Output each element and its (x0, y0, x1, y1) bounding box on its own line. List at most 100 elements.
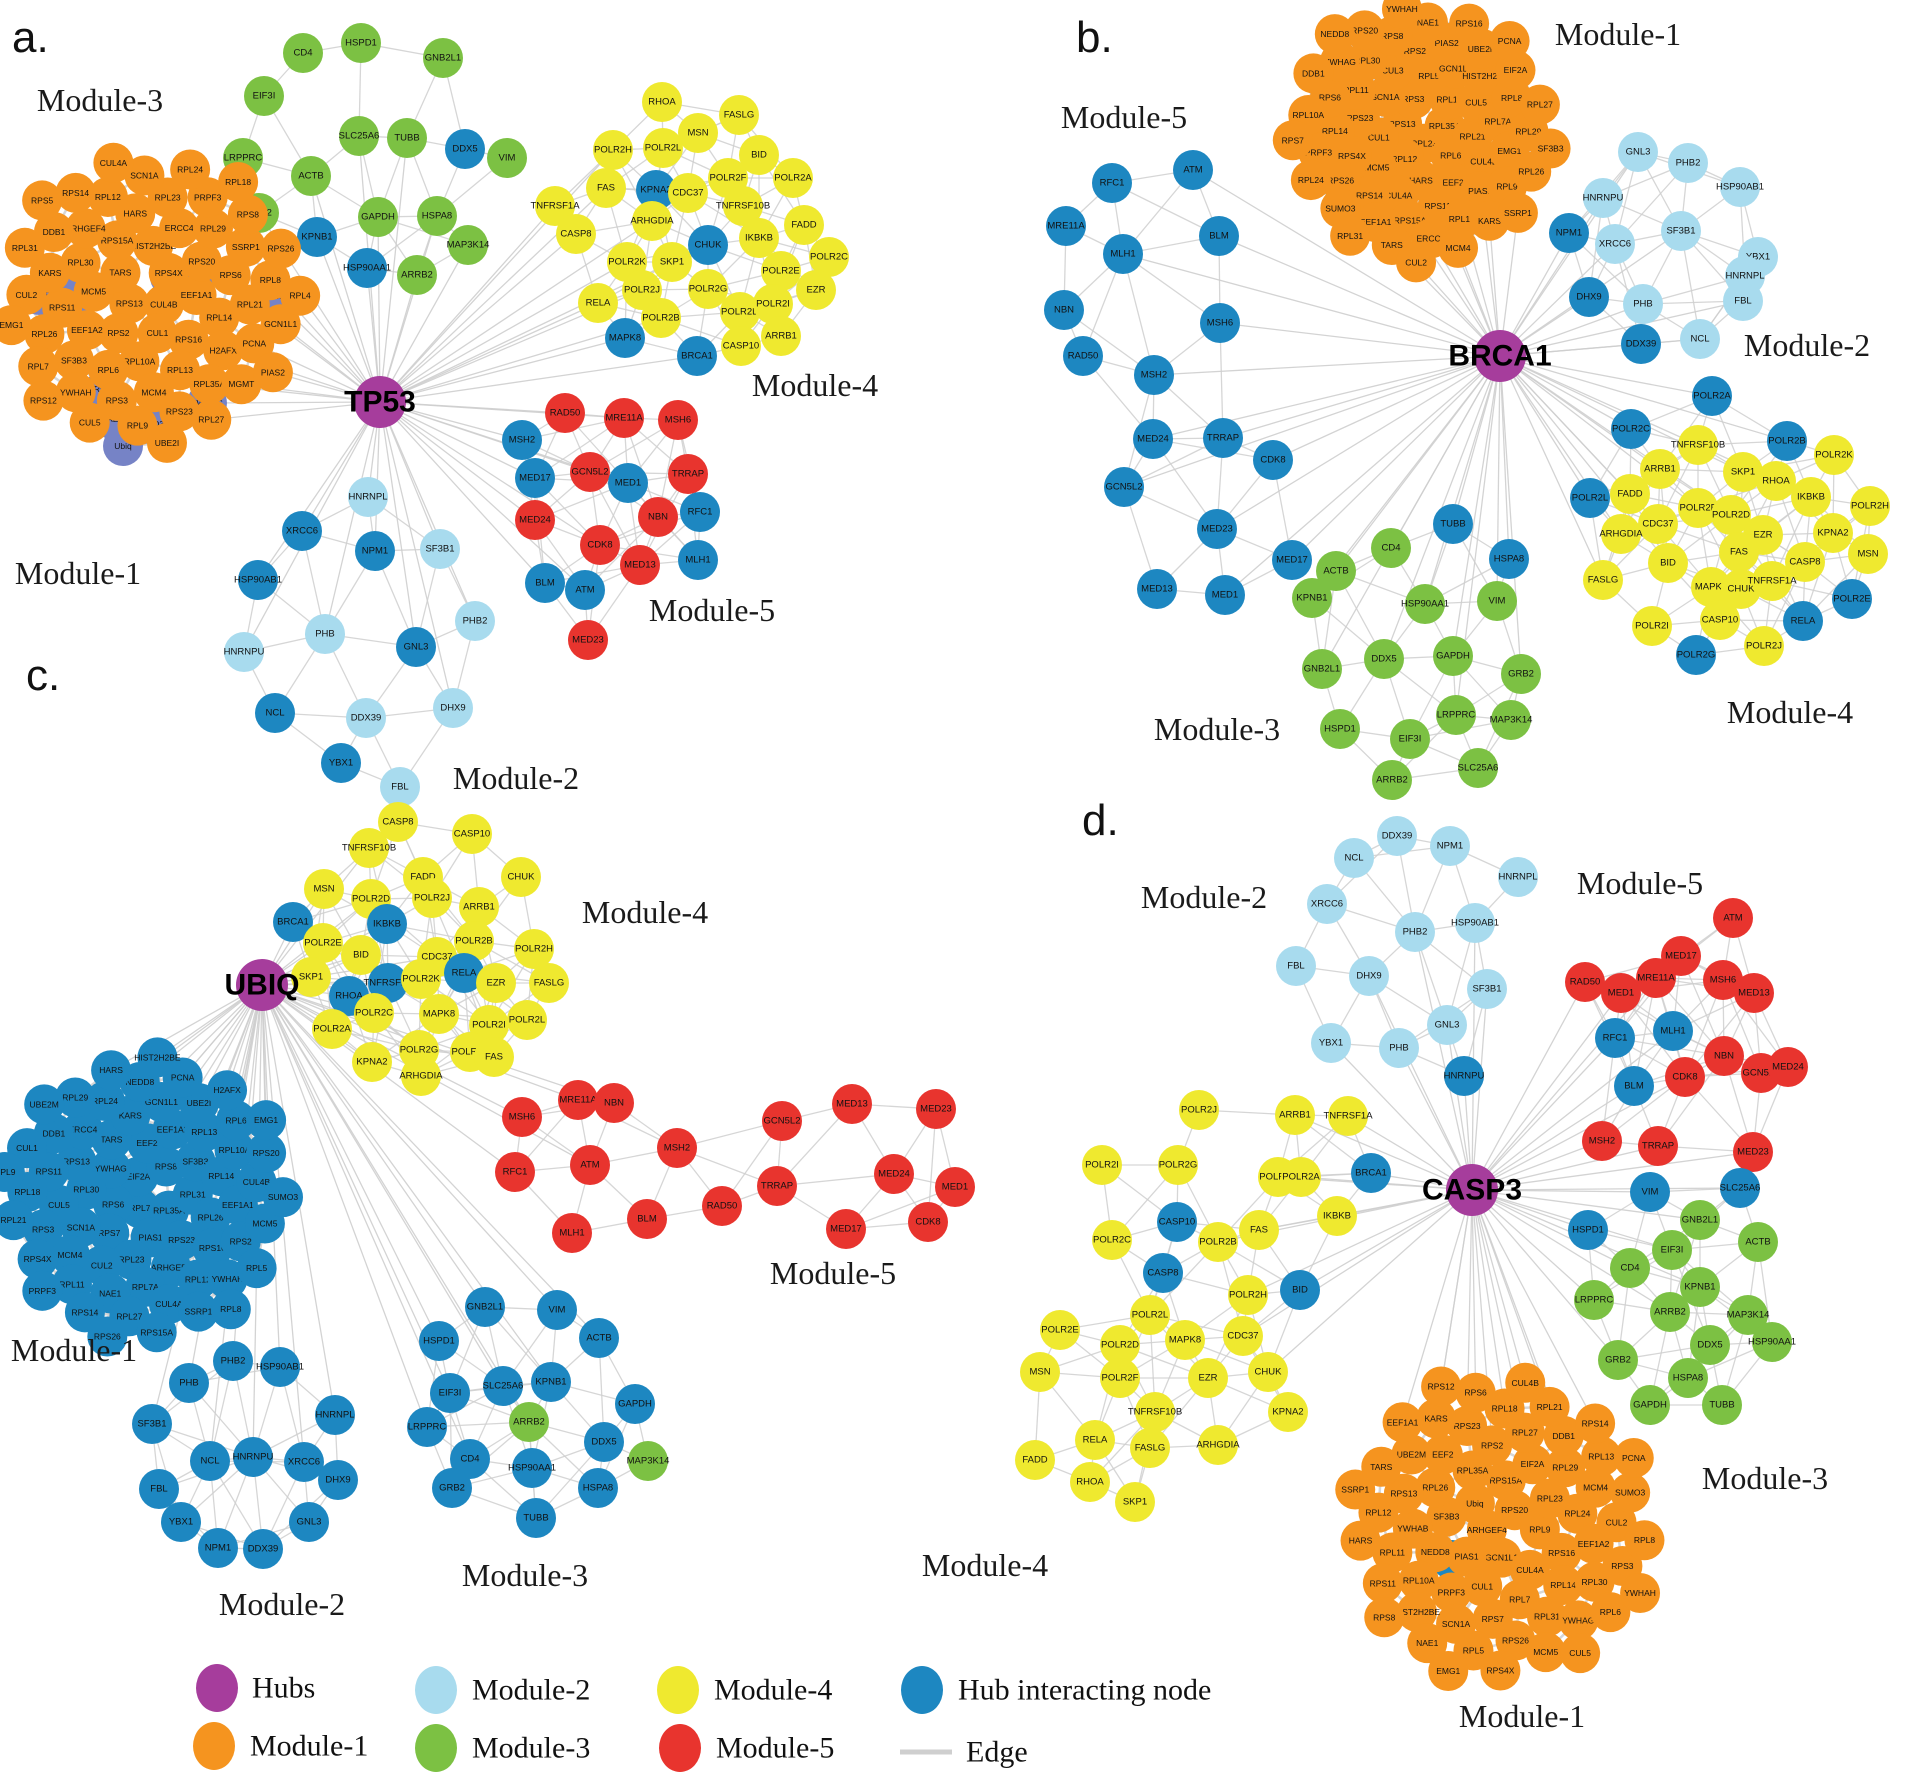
node-CHUK[interactable] (1248, 1352, 1288, 1392)
node-RPL27[interactable] (191, 399, 232, 440)
node-HSP90AB1[interactable] (260, 1347, 300, 1387)
node-TRRAP[interactable] (1203, 418, 1243, 458)
node-HSP90AA1[interactable] (512, 1448, 552, 1488)
node-UBE2M[interactable] (1391, 1434, 1432, 1475)
node-HSP90AA1[interactable] (347, 248, 387, 288)
node-CD4[interactable] (450, 1439, 490, 1479)
node-RPL14[interactable] (1543, 1564, 1584, 1605)
node-CDK8[interactable] (908, 1202, 948, 1242)
node-PHB2[interactable] (1668, 143, 1708, 183)
node-POLR2I[interactable] (753, 284, 793, 324)
node-RPL30[interactable] (60, 242, 101, 283)
node-GAPDH[interactable] (1433, 636, 1473, 676)
node-GCN5L2[interactable] (762, 1101, 802, 1141)
node-KPNA2[interactable] (1268, 1392, 1308, 1432)
node-FAS[interactable] (1719, 532, 1759, 572)
node-CHUK[interactable] (688, 225, 728, 265)
node-RHOA[interactable] (1756, 461, 1796, 501)
node-ARHGDIA[interactable] (1198, 1425, 1238, 1465)
node-NBN[interactable] (1044, 290, 1084, 330)
node-SLC25A6[interactable] (1458, 748, 1498, 788)
node-DDX39[interactable] (1621, 324, 1661, 364)
node-MED23[interactable] (568, 620, 608, 660)
node-MSH6[interactable] (1703, 960, 1743, 1000)
node-FADD[interactable] (1015, 1440, 1055, 1480)
node-NCL[interactable] (1334, 838, 1374, 878)
node-POLR2E[interactable] (1040, 1310, 1080, 1350)
node-RPS8[interactable] (1364, 1597, 1405, 1638)
node-MED1[interactable] (1205, 575, 1245, 615)
node-MRE11A[interactable] (1636, 958, 1676, 998)
node-DDX39[interactable] (1377, 816, 1417, 856)
hub-TP53[interactable] (354, 376, 406, 428)
node-EEF1A1[interactable] (1382, 1402, 1423, 1443)
node-POLR2D[interactable] (720, 292, 760, 332)
node-ARRB2[interactable] (397, 255, 437, 295)
node-YWHAH[interactable] (1620, 1573, 1661, 1614)
node-MAP3K14[interactable] (1728, 1295, 1768, 1335)
node-POLR2B[interactable] (1767, 421, 1807, 461)
node-PHB2[interactable] (455, 601, 495, 641)
node-ATM[interactable] (565, 570, 605, 610)
node-RPL29[interactable] (192, 208, 233, 249)
node-KPNA2[interactable] (1813, 513, 1853, 553)
node-YBX1[interactable] (161, 1502, 201, 1542)
node-ERCC4[interactable] (62, 1109, 103, 1150)
node-RPL10A[interactable] (1398, 1560, 1439, 1601)
node-MED13[interactable] (1734, 973, 1774, 1013)
node-POLR2B[interactable] (641, 298, 681, 338)
node-HSPA8[interactable] (1489, 539, 1529, 579)
node-MLH1[interactable] (1653, 1011, 1693, 1051)
node-RPL10A[interactable] (119, 341, 160, 382)
node-HNRNPU[interactable] (1583, 178, 1623, 218)
node-GCN5L2[interactable] (570, 452, 610, 492)
node-NCL[interactable] (190, 1441, 230, 1481)
node-RPL31[interactable] (1330, 215, 1371, 256)
node-BID[interactable] (1648, 543, 1688, 583)
node-NPM1[interactable] (1549, 213, 1589, 253)
node-FADD[interactable] (1610, 474, 1650, 514)
node-RPS16[interactable] (1541, 1532, 1582, 1573)
node-MED24[interactable] (874, 1154, 914, 1194)
node-HSPA8[interactable] (417, 196, 457, 236)
node-RPS20[interactable] (246, 1132, 287, 1173)
node-NPM1[interactable] (355, 531, 395, 571)
node-BID[interactable] (1280, 1270, 1320, 1310)
hub-UBIQ[interactable] (236, 959, 288, 1011)
node-TUBB[interactable] (516, 1498, 556, 1538)
node-RPS26[interactable] (87, 1316, 128, 1357)
node-CDC37[interactable] (1223, 1316, 1263, 1356)
node-CHUK[interactable] (501, 857, 541, 897)
node-RPL26[interactable] (24, 314, 65, 355)
node-TRRAP[interactable] (668, 454, 708, 494)
node-DDX5[interactable] (1364, 639, 1404, 679)
node-VIM[interactable] (1630, 1172, 1670, 1212)
node-POLR2H[interactable] (593, 130, 633, 170)
node-BLM[interactable] (627, 1199, 667, 1239)
node-GRB2[interactable] (1598, 1340, 1638, 1380)
node-SF3B1[interactable] (1467, 969, 1507, 1009)
node-FAS[interactable] (1239, 1210, 1279, 1250)
node-POLR2H[interactable] (514, 929, 554, 969)
node-RHOA[interactable] (642, 82, 682, 122)
node-GNL3[interactable] (1618, 132, 1658, 172)
node-HNRNPL[interactable] (348, 477, 388, 517)
node-POLR2A[interactable] (1692, 376, 1732, 416)
node-TUBB[interactable] (387, 118, 427, 158)
node-RPS23[interactable] (1447, 1406, 1488, 1447)
node-CUL5[interactable] (1560, 1633, 1601, 1674)
node-RELA[interactable] (1783, 601, 1823, 641)
node-PHB2[interactable] (213, 1341, 253, 1381)
node-POLR2E[interactable] (303, 923, 343, 963)
node-DDX5[interactable] (445, 129, 485, 169)
node-RPS14[interactable] (1575, 1403, 1616, 1444)
node-MCM4[interactable] (49, 1234, 90, 1275)
node-ARHGDIA[interactable] (1601, 514, 1641, 554)
node-HSP90AA1[interactable] (1405, 584, 1445, 624)
node-HSPD1[interactable] (1320, 709, 1360, 749)
node-SSRP1[interactable] (1335, 1469, 1376, 1510)
hub-CASP3[interactable] (1446, 1164, 1498, 1216)
node-RPL5[interactable] (236, 1248, 277, 1289)
node-RPL12[interactable] (87, 176, 128, 217)
node-MSH6[interactable] (658, 400, 698, 440)
